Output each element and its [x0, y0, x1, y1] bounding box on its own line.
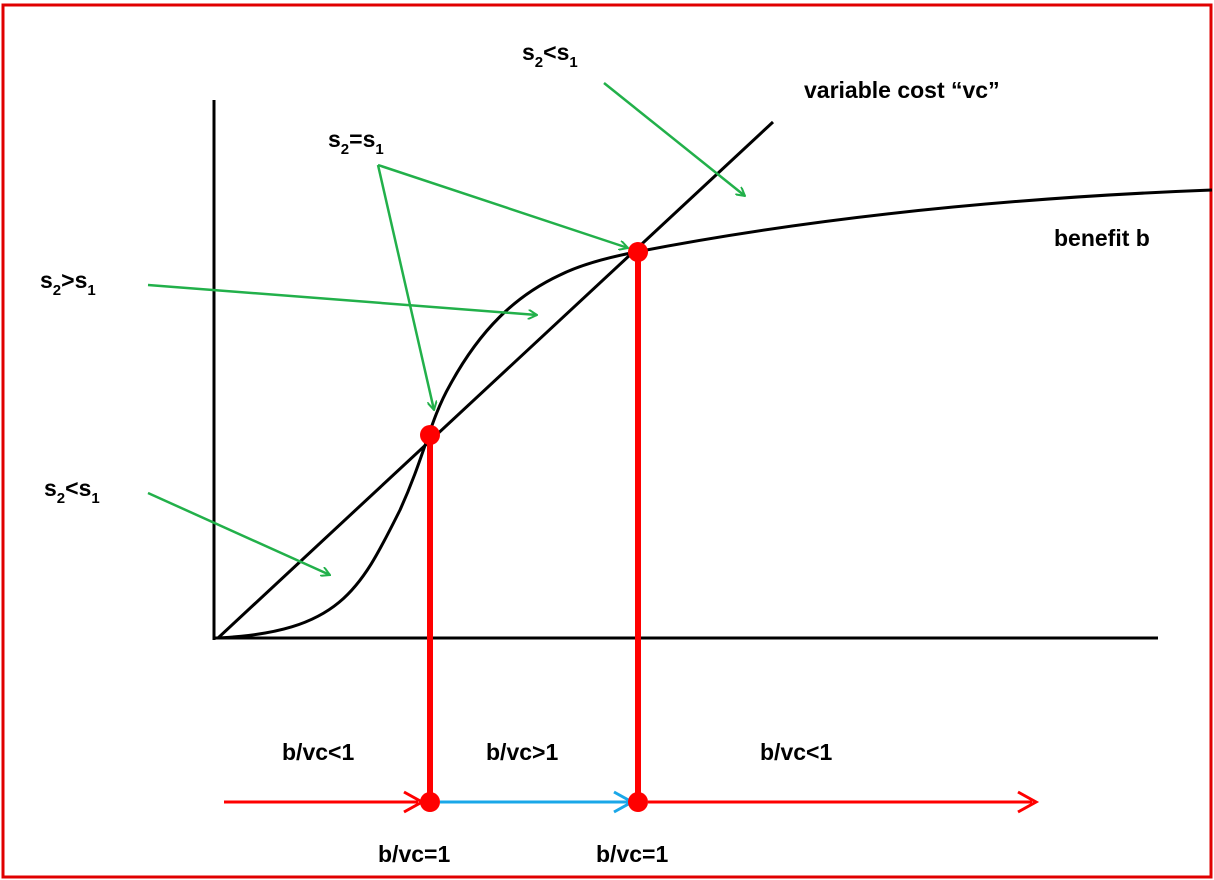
label-s2-less-s1-bottom: s2<s1: [44, 475, 100, 507]
label-s2-greater-s1: s2>s1: [40, 267, 96, 299]
number-line-point-upper: [628, 792, 648, 812]
equilibrium-point-lower: [420, 425, 440, 445]
arrow-s2-greater-s1: [147, 283, 537, 315]
annotation-arrows: [147, 82, 745, 575]
benefit-label: benefit b: [1054, 225, 1150, 251]
arrow-right-region-head: [1017, 790, 1040, 814]
arrow-s2-eq-s1-to-lower: [376, 164, 434, 410]
equilibrium-left-ratio: b/vc=1: [378, 841, 450, 867]
region-right-ratio: b/vc<1: [760, 739, 832, 765]
equilibrium-right-ratio: b/vc=1: [596, 841, 668, 867]
label-s2-less-s1-top: s2<s1: [522, 39, 578, 71]
label-s2-eq-s1: s2=s1: [328, 126, 384, 158]
benefit-curve: [217, 188, 1213, 640]
diagram-frame: [1, 3, 1213, 879]
region-middle-ratio: b/vc>1: [486, 739, 558, 765]
arrow-top-s2-less-s1: [603, 82, 745, 196]
arrow-bottom-s2-less-s1: [147, 491, 330, 575]
variable-cost-line: [216, 120, 775, 640]
arrow-s2-eq-s1-to-upper: [377, 163, 628, 248]
variable-cost-label: variable cost “vc”: [804, 77, 1000, 103]
number-line-point-lower: [420, 792, 440, 812]
region-left-ratio: b/vc<1: [282, 739, 354, 765]
equilibrium-point-upper: [628, 242, 648, 262]
